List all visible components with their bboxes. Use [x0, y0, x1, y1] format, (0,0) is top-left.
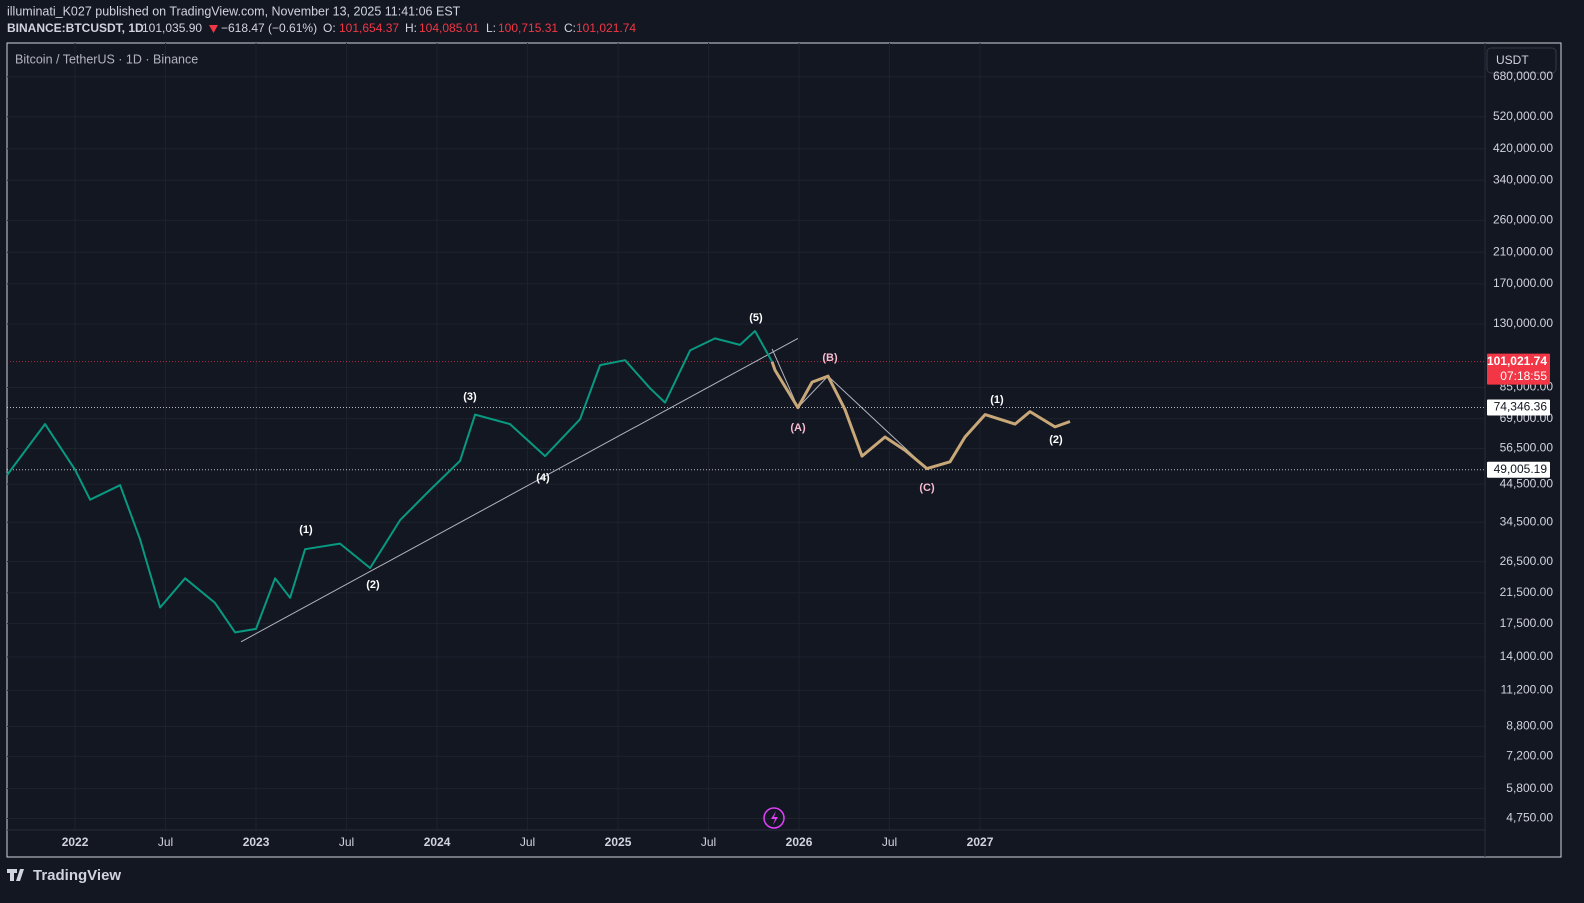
close: 101,021.74 — [576, 21, 636, 35]
y-tick-label: 21,500.00 — [1500, 585, 1554, 599]
x-tick-label: Jul — [339, 835, 354, 849]
plot: 2022 Jul 2023 Jul 2024 Jul 2025 Jul 2026 Jul 2027 (… — [6, 43, 1486, 857]
price-label: 49,005.19 — [1494, 462, 1548, 476]
y-tick-label: 260,000.00 — [1493, 213, 1553, 227]
y-tick-label: 340,000.00 — [1493, 172, 1553, 186]
currency-button[interactable] — [1486, 47, 1557, 74]
events-bolt — [771, 811, 778, 825]
x-tick-label: Jul — [701, 835, 716, 849]
ohlc-line: BINANCE:BTCUSDT, 1D 101,035.90 −618.47 (… — [7, 21, 636, 35]
x-tick-label: Jul — [520, 835, 535, 849]
last-price: 101,035.90 — [142, 21, 202, 35]
y-tick-label: 210,000.00 — [1493, 244, 1553, 258]
wave-label: (1) — [990, 394, 1004, 406]
price-label: 101,021.74 — [1487, 354, 1547, 368]
price-label-box — [1487, 353, 1550, 385]
down-arrow — [209, 25, 218, 33]
y-tick-label: 17,500.00 — [1500, 616, 1554, 630]
x-tick-label: 2025 — [605, 835, 632, 849]
o-label: O: — [323, 21, 336, 35]
y-tick-label: 680,000.00 — [1493, 69, 1553, 83]
brand-logo: TradingView — [7, 867, 121, 884]
trendline — [240, 337, 799, 643]
price-label: 74,346.36 — [1494, 400, 1548, 414]
symbol: BINANCE:BTCUSDT, 1D — [7, 21, 144, 35]
y-tick-label: 14,000.00 — [1500, 649, 1554, 663]
price-label-box — [1487, 461, 1550, 478]
change: −618.47 (−0.61%) — [221, 21, 317, 35]
wave-label: (1) — [299, 524, 313, 536]
y-tick-label: 420,000.00 — [1493, 141, 1553, 155]
c-label: C: — [564, 21, 576, 35]
low: 100,715.31 — [498, 21, 558, 35]
x-tick-label: 2023 — [243, 835, 270, 849]
wave-label: (2) — [1049, 434, 1063, 446]
y-tick-label: 7,200.00 — [1506, 749, 1553, 763]
countdown: 07:18:55 — [1500, 369, 1547, 383]
x-tick-label: Jul — [158, 835, 173, 849]
wave-label: (4) — [536, 472, 550, 484]
x-tick-label: 2024 — [424, 835, 451, 849]
price-series — [6, 330, 773, 634]
brand: TradingView — [33, 867, 121, 884]
y-tick-label: 170,000.00 — [1493, 276, 1553, 290]
y-tick-label: 5,800.00 — [1506, 781, 1553, 795]
y-tick-label: 44,500.00 — [1500, 476, 1554, 490]
open: 101,654.37 — [339, 21, 399, 35]
y-tick-label: 4,750.00 — [1506, 811, 1553, 825]
events-icon[interactable] — [763, 807, 785, 829]
currency: USDT — [1496, 53, 1529, 67]
wave-label: (B) — [822, 352, 838, 364]
legend: Bitcoin / TetherUS · 1D · Binance — [15, 52, 198, 66]
high: 104,085.01 — [419, 21, 479, 35]
wave-label: (3) — [463, 391, 477, 403]
chart-frame — [6, 42, 1562, 858]
price-series — [770, 361, 1071, 471]
x-tick-label: 2027 — [967, 835, 994, 849]
wave-label: (2) — [366, 579, 380, 591]
publisher: illuminati_K027 published on TradingView… — [7, 4, 461, 18]
y-tick-label: 8,800.00 — [1506, 719, 1553, 733]
wave-label: (5) — [749, 312, 763, 324]
y-tick-label: 520,000.00 — [1493, 109, 1553, 123]
x-tick-label: Jul — [882, 835, 897, 849]
l-label: L: — [486, 21, 496, 35]
wave-label: (A) — [790, 422, 806, 434]
y-tick-label: 56,500.00 — [1500, 441, 1554, 455]
projection-path — [771, 348, 928, 469]
x-tick-label: 2026 — [786, 835, 813, 849]
y-tick-label: 11,200.00 — [1501, 683, 1554, 697]
y-tick-label: 34,500.00 — [1500, 514, 1554, 528]
h-label: H: — [405, 21, 417, 35]
price-label-box — [1487, 399, 1550, 416]
wave-label: (C) — [919, 482, 935, 494]
x-tick-label: 2022 — [62, 835, 89, 849]
logo-mark — [7, 869, 24, 881]
y-tick-label: 26,500.00 — [1500, 554, 1554, 568]
y-tick-label: 130,000.00 — [1493, 316, 1553, 330]
